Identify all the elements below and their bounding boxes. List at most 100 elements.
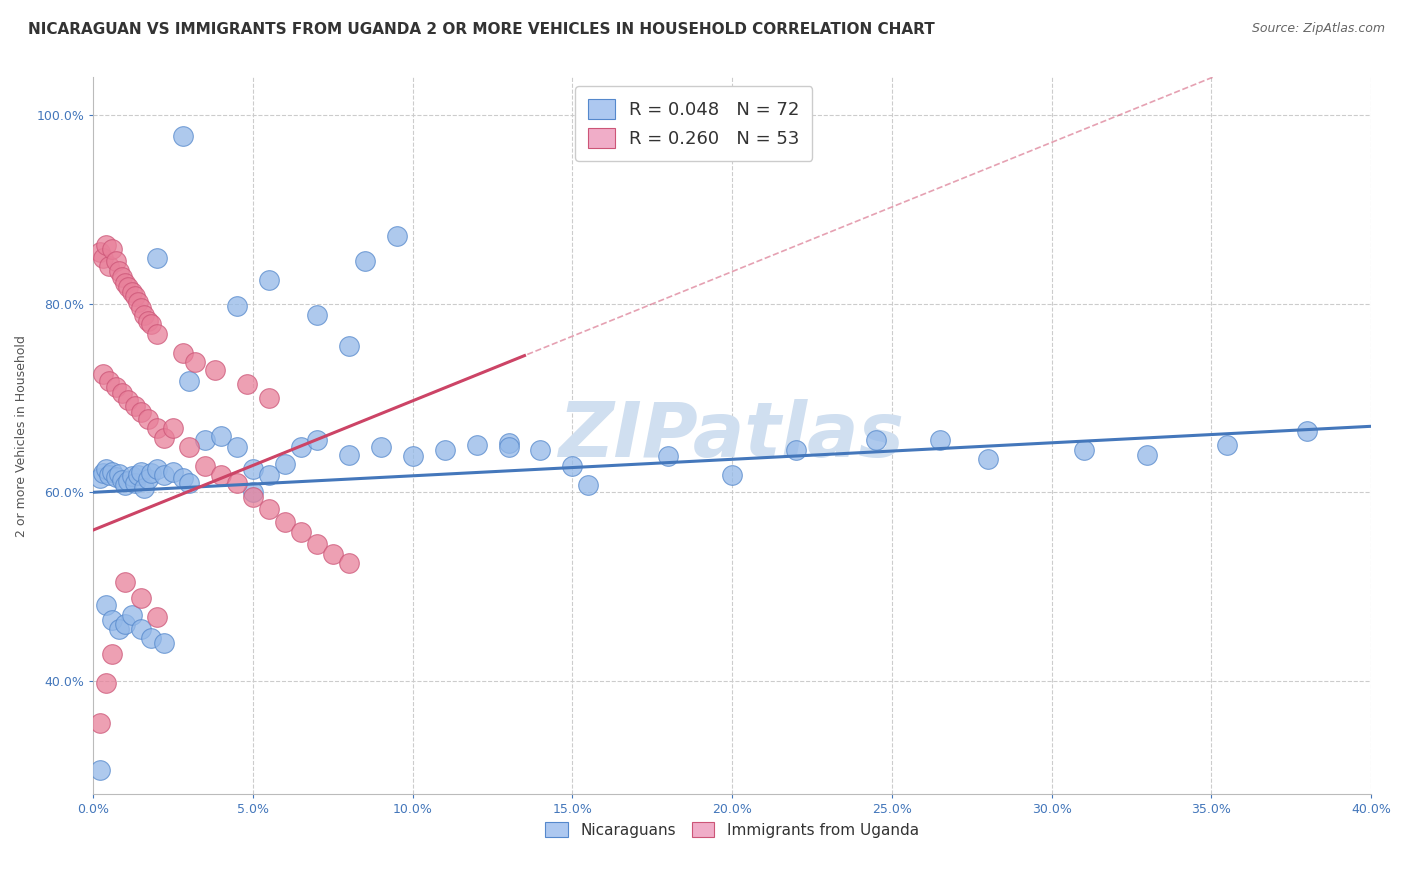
- Point: [177, 374, 200, 388]
- Point: [129, 591, 152, 605]
- Point: [146, 326, 169, 341]
- Point: [104, 470, 127, 484]
- Point: [101, 613, 124, 627]
- Point: [529, 442, 551, 457]
- Point: [209, 428, 232, 442]
- Point: [107, 467, 129, 482]
- Point: [184, 355, 207, 369]
- Point: [226, 475, 249, 490]
- Point: [498, 440, 520, 454]
- Point: [721, 468, 744, 483]
- Point: [322, 547, 344, 561]
- Point: [124, 475, 146, 490]
- Point: [290, 440, 312, 454]
- Text: NICARAGUAN VS IMMIGRANTS FROM UGANDA 2 OR MORE VEHICLES IN HOUSEHOLD CORRELATION: NICARAGUAN VS IMMIGRANTS FROM UGANDA 2 O…: [28, 22, 935, 37]
- Point: [114, 477, 136, 491]
- Point: [194, 434, 217, 448]
- Point: [98, 259, 121, 273]
- Point: [136, 472, 159, 486]
- Point: [127, 294, 149, 309]
- Point: [129, 405, 152, 419]
- Point: [242, 461, 264, 475]
- Text: Source: ZipAtlas.com: Source: ZipAtlas.com: [1251, 22, 1385, 36]
- Point: [337, 556, 360, 570]
- Point: [177, 440, 200, 454]
- Point: [98, 468, 121, 483]
- Point: [101, 465, 124, 479]
- Point: [129, 622, 152, 636]
- Point: [1073, 442, 1095, 457]
- Point: [134, 481, 156, 495]
- Point: [152, 431, 174, 445]
- Point: [194, 458, 217, 473]
- Point: [465, 438, 488, 452]
- Point: [136, 314, 159, 328]
- Point: [114, 574, 136, 589]
- Point: [433, 442, 456, 457]
- Point: [121, 607, 143, 622]
- Point: [402, 450, 425, 464]
- Point: [139, 318, 162, 332]
- Point: [129, 465, 152, 479]
- Point: [139, 467, 162, 481]
- Point: [172, 345, 194, 359]
- Point: [124, 399, 146, 413]
- Point: [146, 461, 169, 475]
- Point: [976, 452, 998, 467]
- Point: [89, 764, 111, 778]
- Point: [337, 448, 360, 462]
- Point: [104, 254, 127, 268]
- Point: [146, 421, 169, 435]
- Point: [353, 254, 375, 268]
- Point: [104, 380, 127, 394]
- Point: [91, 467, 114, 481]
- Point: [274, 457, 297, 471]
- Point: [91, 368, 114, 382]
- Point: [129, 301, 152, 316]
- Point: [257, 468, 280, 483]
- Point: [162, 465, 184, 479]
- Point: [785, 442, 807, 457]
- Point: [89, 716, 111, 731]
- Point: [257, 502, 280, 516]
- Point: [152, 468, 174, 483]
- Point: [576, 477, 599, 491]
- Point: [94, 461, 117, 475]
- Point: [101, 648, 124, 662]
- Point: [226, 440, 249, 454]
- Y-axis label: 2 or more Vehicles in Household: 2 or more Vehicles in Household: [15, 334, 28, 537]
- Point: [107, 622, 129, 636]
- Point: [127, 468, 149, 483]
- Point: [209, 468, 232, 483]
- Point: [146, 252, 169, 266]
- Point: [94, 675, 117, 690]
- Point: [305, 308, 328, 322]
- Point: [121, 469, 143, 483]
- Point: [172, 128, 194, 143]
- Point: [134, 308, 156, 322]
- Point: [290, 524, 312, 539]
- Point: [498, 436, 520, 450]
- Point: [124, 289, 146, 303]
- Text: ZIPatlas: ZIPatlas: [560, 399, 905, 473]
- Point: [94, 238, 117, 252]
- Point: [111, 270, 134, 285]
- Point: [111, 473, 134, 487]
- Legend: Nicaraguans, Immigrants from Uganda: Nicaraguans, Immigrants from Uganda: [540, 815, 925, 844]
- Point: [274, 516, 297, 530]
- Point: [226, 299, 249, 313]
- Point: [101, 242, 124, 256]
- Point: [146, 609, 169, 624]
- Point: [152, 636, 174, 650]
- Point: [172, 471, 194, 485]
- Point: [385, 228, 408, 243]
- Point: [561, 458, 583, 473]
- Point: [337, 339, 360, 353]
- Point: [114, 276, 136, 290]
- Point: [136, 411, 159, 425]
- Point: [107, 264, 129, 278]
- Point: [370, 440, 392, 454]
- Point: [305, 537, 328, 551]
- Point: [117, 392, 139, 407]
- Point: [117, 279, 139, 293]
